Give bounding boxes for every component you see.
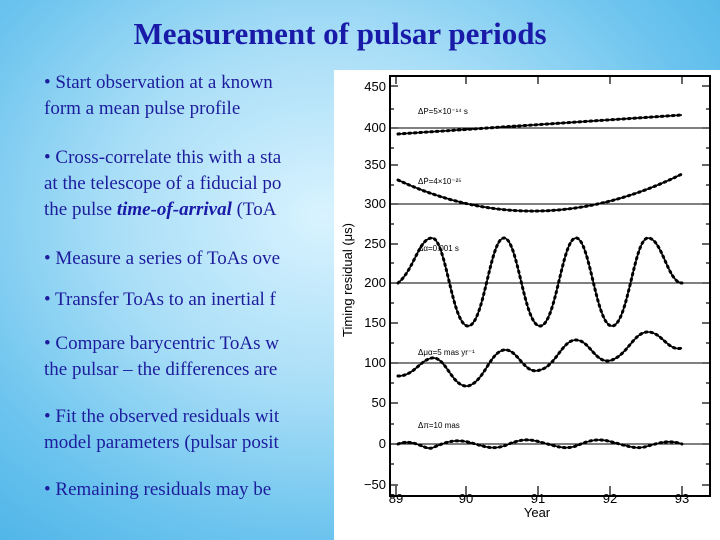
- y-tick-label: 200: [364, 275, 386, 290]
- bullet-5-line-1: • Compare barycentric ToAs w: [44, 333, 280, 354]
- y-tick-label: 150: [364, 315, 386, 330]
- bullet-2-line-3-text: the pulse: [44, 199, 117, 220]
- bullet-2: • Cross-correlate this with a sta at the…: [44, 145, 281, 223]
- y-tick-label: −50: [364, 477, 386, 492]
- panel-label-period: ΔP=5×10⁻¹⁴ s: [418, 107, 468, 116]
- y-tick-label: 50: [372, 395, 386, 410]
- y-tick-label: 350: [364, 157, 386, 172]
- position-data-points: [396, 236, 684, 328]
- slide-title: Measurement of pulsar periods: [133, 16, 547, 51]
- bullet-6: • Fit the observed residuals wit model p…: [44, 404, 279, 456]
- proper-motion-residual-curve: [397, 331, 683, 387]
- x-tick-labels: 89 90 91 92 93: [389, 491, 689, 506]
- x-tick-label: 89: [389, 491, 403, 506]
- y-axis-label: Timing residual (μs): [340, 223, 355, 337]
- bullet-2-line-3: the pulse time-of-arrival (ToA: [44, 197, 281, 223]
- residual-curves: [397, 114, 683, 449]
- panel-label-proper-motion: Δμα=5 mas yr⁻¹: [418, 348, 475, 357]
- bullet-3: • Measure a series of ToAs ove: [44, 248, 281, 269]
- x-tick-label: 92: [603, 491, 617, 506]
- bullet-5: • Compare barycentric ToAs w the pulsar …: [44, 331, 279, 383]
- bullet-2-line-1: • Cross-correlate this with a sta: [44, 147, 282, 168]
- panel-label-parallax: Δπ=10 mas: [418, 421, 460, 430]
- x-tick-label: 90: [459, 491, 473, 506]
- panel-baselines: [390, 127, 710, 445]
- parallax-data-points: [396, 438, 684, 450]
- x-tick-marks: [395, 76, 683, 496]
- panel-labels: ΔP=5×10⁻¹⁴ s ΔṖ=4×10⁻²⁵ Δα=0.001 s Δμα=5…: [418, 107, 475, 430]
- bullet-1: • Start observation at a known form a me…: [44, 70, 273, 122]
- bullet-2-line-3-end: (ToA: [231, 199, 277, 220]
- y-tick-label: 450: [364, 79, 386, 94]
- bullet-5-line-2: the pulsar – the differences are: [44, 359, 278, 380]
- y-tick-label: 300: [364, 196, 386, 211]
- bullet-1-line-1: • Start observation at a known: [44, 72, 273, 93]
- period-derivative-data-points: [396, 172, 684, 213]
- y-tick-label: 100: [364, 355, 386, 370]
- y-tick-label: 250: [364, 236, 386, 251]
- x-axis-label: Year: [524, 505, 551, 520]
- bullet-6-line-1: • Fit the observed residuals wit: [44, 406, 280, 427]
- plot-frame: [389, 75, 711, 497]
- proper-motion-data-points: [396, 330, 684, 388]
- y-tick-label: 0: [379, 436, 386, 451]
- y-tick-label: 400: [364, 120, 386, 135]
- bullet-6-line-2: model parameters (pulsar posit: [44, 432, 279, 453]
- panel-label-period-derivative: ΔṖ=4×10⁻²⁵: [418, 177, 462, 186]
- timing-residual-plot: 450 400 350 300 250 200 150 100 50 0 −50…: [340, 75, 711, 520]
- panel-label-position: Δα=0.001 s: [418, 244, 459, 253]
- bullet-7: • Remaining residuals may be: [44, 479, 272, 500]
- bullet-2-line-2: at the telescope of a fiducial po: [44, 173, 282, 194]
- bullet-1-line-2: form a mean pulse profile: [44, 98, 241, 119]
- x-tick-label: 91: [531, 491, 545, 506]
- period-data-points: [396, 113, 684, 136]
- y-tick-labels: 450 400 350 300 250 200 150 100 50 0 −50: [364, 79, 386, 492]
- residual-data-points: [396, 113, 684, 450]
- toa-emphasis: time-of-arrival: [116, 199, 232, 220]
- timing-residual-figure: 450 400 350 300 250 200 150 100 50 0 −50…: [334, 70, 720, 540]
- x-tick-label: 93: [675, 491, 689, 506]
- bullet-4: • Transfer ToAs to an inertial f: [44, 289, 276, 310]
